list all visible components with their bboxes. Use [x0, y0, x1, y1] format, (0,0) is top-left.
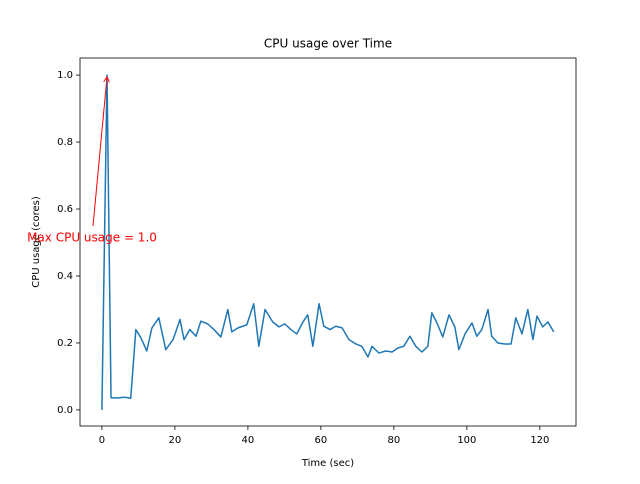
x-tick-label: 60 [315, 435, 328, 446]
x-tick-label: 40 [242, 435, 255, 446]
y-tick-label: 0.4 [57, 271, 73, 282]
chart-title: CPU usage over Time [264, 37, 392, 51]
y-tick-label: 0.6 [57, 204, 73, 215]
annotation-arrow [92, 77, 107, 227]
annotation: Max CPU usage = 1.0 [27, 231, 157, 245]
y-tick-label: 0.2 [57, 338, 73, 349]
y-tick-label: 0.0 [57, 405, 73, 416]
y-axis-label: CPU usage (cores) [31, 196, 42, 288]
x-tick-label: 80 [388, 435, 401, 446]
x-tick-label: 120 [530, 435, 549, 446]
y-tick-label: 1.0 [57, 70, 73, 81]
x-axis-label: Time (sec) [301, 458, 354, 469]
plot-frame [79, 57, 577, 427]
y-tick-label: 0.8 [57, 137, 73, 148]
data-line [101, 74, 555, 410]
x-tick-label: 0 [99, 435, 105, 446]
x-tick-label: 100 [457, 435, 476, 446]
x-tick-label: 20 [169, 435, 182, 446]
